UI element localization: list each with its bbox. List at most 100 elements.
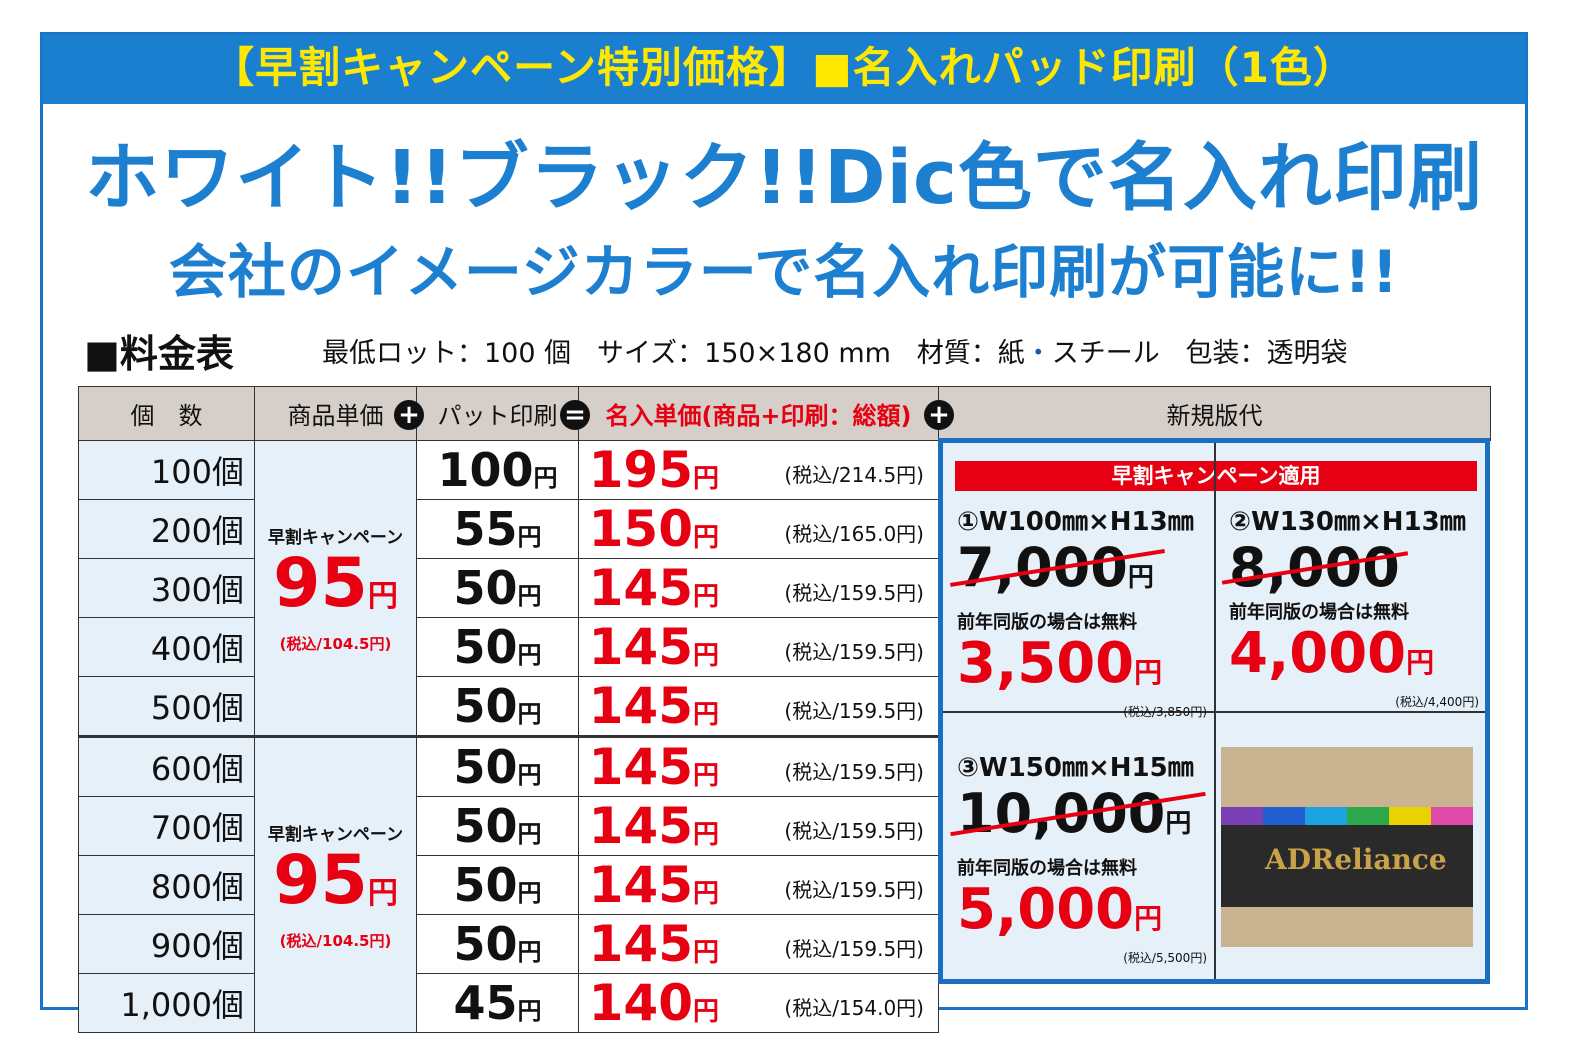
total-unit-price: 145円 (税込/159.5円)	[578, 855, 939, 915]
color-swatch	[1431, 807, 1473, 825]
color-swatch	[1263, 807, 1305, 825]
table-row: 300個 50円 145円 (税込/159.5円)	[78, 558, 1491, 618]
pad-print-price: 50円	[416, 676, 579, 737]
header-qty: 個 数	[78, 386, 255, 441]
plate-size: ①W100㎜×H13㎜	[957, 507, 1194, 537]
plate-tax: (税込/4,400円)	[1395, 695, 1479, 709]
tax-included: (税込/159.5円)	[784, 937, 924, 961]
header-total: 名入単価(商品+印刷：総額)	[578, 386, 939, 441]
total-unit-price: 195円 (税込/214.5円)	[578, 440, 939, 500]
header-unit-price: 商品単価	[254, 386, 417, 441]
table-row: 900個 50円 145円 (税込/159.5円)	[78, 914, 1491, 974]
plate-new-price: 5,000円	[957, 877, 1163, 942]
pad-print-price: 50円	[416, 914, 579, 974]
campaign-price: 95円	[273, 840, 398, 920]
plus-icon: +	[924, 400, 954, 430]
table-header-row: 個 数 商品単価 パット印刷 名入単価(商品+印刷：総額) 新規版代	[78, 386, 1491, 441]
total-unit-price: 145円 (税込/159.5円)	[578, 558, 939, 618]
tax-included: (税込/165.0円)	[784, 522, 924, 546]
plate-tax: (税込/5,500円)	[1123, 951, 1207, 965]
plate-free-note: 前年同版の場合は無料	[1229, 602, 1409, 623]
campaign-price: 95円	[273, 543, 398, 623]
plate-old-price: 7,000円	[950, 538, 1165, 608]
campaign-banner: 【早割キャンペーン特別価格】■名入れパッド印刷（1色）	[40, 32, 1528, 104]
tax-included: (税込/159.5円)	[784, 819, 924, 843]
color-strip	[1221, 807, 1473, 825]
plate-size: ③W150㎜×H15㎜	[957, 753, 1194, 783]
plate-tax: (税込/3,850円)	[1123, 705, 1207, 719]
table-row: 800個 50円 145円 (税込/159.5円)	[78, 855, 1491, 915]
pad-print-price: 50円	[416, 855, 579, 915]
plate-free-note: 前年同版の場合は無料	[957, 858, 1137, 879]
plate-option-1: ①W100㎜×H13㎜ 7,000円 前年同版の場合は無料 3,500円 (税込…	[950, 501, 1207, 720]
qty-cell: 100個	[78, 440, 255, 500]
campaign-label: 早割キャンペーン	[267, 824, 404, 845]
color-swatch	[1347, 807, 1389, 825]
pad-print-price: 55円	[416, 499, 579, 559]
tax-included: (税込/214.5円)	[784, 463, 924, 487]
color-swatch	[1305, 807, 1347, 825]
spec-package: 包装：透明袋	[1185, 338, 1348, 369]
new-plate-panel: 早割キャンペーン適用 ①W100㎜×H13㎜ 7,000円 前年同版の場合は無料…	[938, 438, 1490, 984]
total-unit-price: 140円 (税込/154.0円)	[578, 973, 939, 1033]
pad-print-price: 50円	[416, 735, 579, 797]
pad-print-price: 100円	[416, 440, 579, 500]
color-swatch	[1221, 807, 1263, 825]
price-table-title: ■料金表	[84, 332, 234, 376]
plate-old-price: 8,000	[1221, 538, 1409, 598]
table-row: 400個 50円 145円 (税込/159.5円)	[78, 617, 1491, 677]
campaign-tax: (税込/104.5円)	[279, 634, 392, 653]
total-unit-price: 145円 (税込/159.5円)	[578, 617, 939, 677]
header-new-plate: 新規版代	[938, 386, 1491, 441]
qty-cell: 700個	[78, 796, 255, 856]
total-unit-price: 145円 (税込/159.5円)	[578, 735, 939, 797]
qty-cell: 600個	[78, 735, 255, 797]
qty-cell: 900個	[78, 914, 255, 974]
tax-included: (税込/159.5円)	[784, 699, 924, 723]
tax-included: (税込/159.5円)	[784, 878, 924, 902]
table-row: 700個 50円 145円 (税込/159.5円)	[78, 796, 1491, 856]
qty-cell: 800個	[78, 855, 255, 915]
qty-cell: 200個	[78, 499, 255, 559]
campaign-label: 早割キャンペーン	[267, 527, 404, 548]
qty-cell: 500個	[78, 676, 255, 737]
spec-line: 最低ロット：100 個 サイズ：150×180 mm 材質：紙・スチール 包装：…	[322, 334, 1347, 374]
spec-lot: 最低ロット：100 個	[322, 338, 572, 369]
total-unit-price: 145円 (税込/159.5円)	[578, 914, 939, 974]
spec-size: サイズ：150×180 mm	[596, 338, 891, 369]
pad-print-price: 45円	[416, 973, 579, 1033]
spec-material: 材質：紙・スチール	[916, 338, 1160, 369]
pad-print-price: 50円	[416, 617, 579, 677]
table-row: 600個 早割キャンペーン 95円 (税込/104.5円) 50円 145円 (税込/159…	[78, 735, 1491, 1033]
header-pad-print: パット印刷	[416, 386, 579, 441]
qty-cell: 1,000個	[78, 973, 255, 1033]
total-unit-price: 150円 (税込/165.0円)	[578, 499, 939, 559]
plate-new-price: 3,500円	[957, 631, 1163, 696]
headline-secondary: 会社のイメージカラーで名入れ印刷が可能に!!	[168, 238, 1400, 306]
sample-print-photo: ADReliance	[1221, 747, 1473, 947]
sample-logo-text: ADReliance	[1265, 843, 1447, 876]
plate-size: ②W130㎜×H13㎜	[1229, 507, 1466, 537]
tax-included: (税込/159.5円)	[784, 760, 924, 784]
pad-print-price: 50円	[416, 796, 579, 856]
printed-board	[1221, 825, 1473, 907]
equals-icon: =	[560, 400, 590, 430]
tax-included: (税込/154.0円)	[784, 996, 924, 1020]
campaign-applied-label: 早割キャンペーン適用	[955, 461, 1477, 491]
total-unit-price: 145円 (税込/159.5円)	[578, 796, 939, 856]
table-row: 1,000個 45円 140円 (税込/154.0円)	[78, 973, 1491, 1033]
headline-primary: ホワイト!!ブラック!!Dic色で名入れ印刷	[85, 135, 1483, 221]
tax-included: (税込/159.5円)	[784, 640, 924, 664]
plate-new-price: 4,000円	[1229, 621, 1435, 686]
plate-old-price: 10,000円	[950, 784, 1206, 854]
pad-print-price: 50円	[416, 558, 579, 618]
tax-included: (税込/159.5円)	[784, 581, 924, 605]
campaign-tax: (税込/104.5円)	[279, 931, 392, 950]
plate-option-2: ②W130㎜×H13㎜ 8,000 前年同版の場合は無料 4,000円 (税込/…	[1221, 501, 1479, 710]
plate-free-note: 前年同版の場合は無料	[957, 612, 1137, 633]
price-table: 個 数 商品単価 パット印刷 名入単価(商品+印刷：総額) 新規版代 100個早…	[78, 386, 1491, 1033]
total-unit-price: 145円 (税込/159.5円)	[578, 676, 939, 737]
qty-cell: 300個	[78, 558, 255, 618]
plus-icon: +	[394, 400, 424, 430]
table-body: 100個 早割キャンペーン 95円 (税込/104.5円) 100円 195円 (税込/21…	[78, 440, 1491, 1033]
